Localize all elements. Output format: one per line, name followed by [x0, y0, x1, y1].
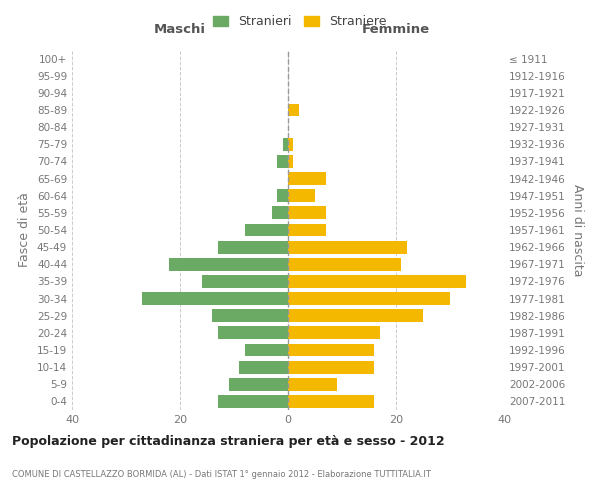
Bar: [218, 326, 288, 340]
Bar: [288, 344, 374, 356]
Y-axis label: Anni di nascita: Anni di nascita: [571, 184, 584, 276]
Bar: [272, 206, 288, 220]
Text: Popolazione per cittadinanza straniera per età e sesso - 2012: Popolazione per cittadinanza straniera p…: [12, 435, 445, 448]
Text: Maschi: Maschi: [154, 24, 206, 36]
Bar: [169, 258, 288, 270]
Bar: [212, 310, 288, 322]
Bar: [202, 275, 288, 288]
Bar: [288, 224, 326, 236]
Bar: [288, 310, 423, 322]
Bar: [288, 292, 450, 305]
Bar: [288, 395, 374, 408]
Bar: [288, 378, 337, 390]
Text: Femmine: Femmine: [362, 24, 430, 36]
Bar: [229, 378, 288, 390]
Bar: [288, 104, 299, 117]
Bar: [288, 258, 401, 270]
Bar: [277, 155, 288, 168]
Bar: [288, 240, 407, 254]
Bar: [288, 326, 380, 340]
Bar: [218, 240, 288, 254]
Bar: [239, 360, 288, 374]
Bar: [245, 344, 288, 356]
Y-axis label: Fasce di età: Fasce di età: [19, 192, 31, 268]
Bar: [218, 395, 288, 408]
Bar: [288, 275, 466, 288]
Bar: [288, 155, 293, 168]
Bar: [288, 138, 293, 150]
Bar: [283, 138, 288, 150]
Bar: [142, 292, 288, 305]
Bar: [288, 190, 315, 202]
Bar: [288, 360, 374, 374]
Legend: Stranieri, Straniere: Stranieri, Straniere: [209, 11, 391, 32]
Bar: [288, 172, 326, 185]
Text: COMUNE DI CASTELLAZZO BORMIDA (AL) - Dati ISTAT 1° gennaio 2012 - Elaborazione T: COMUNE DI CASTELLAZZO BORMIDA (AL) - Dat…: [12, 470, 431, 479]
Bar: [245, 224, 288, 236]
Bar: [288, 206, 326, 220]
Bar: [277, 190, 288, 202]
